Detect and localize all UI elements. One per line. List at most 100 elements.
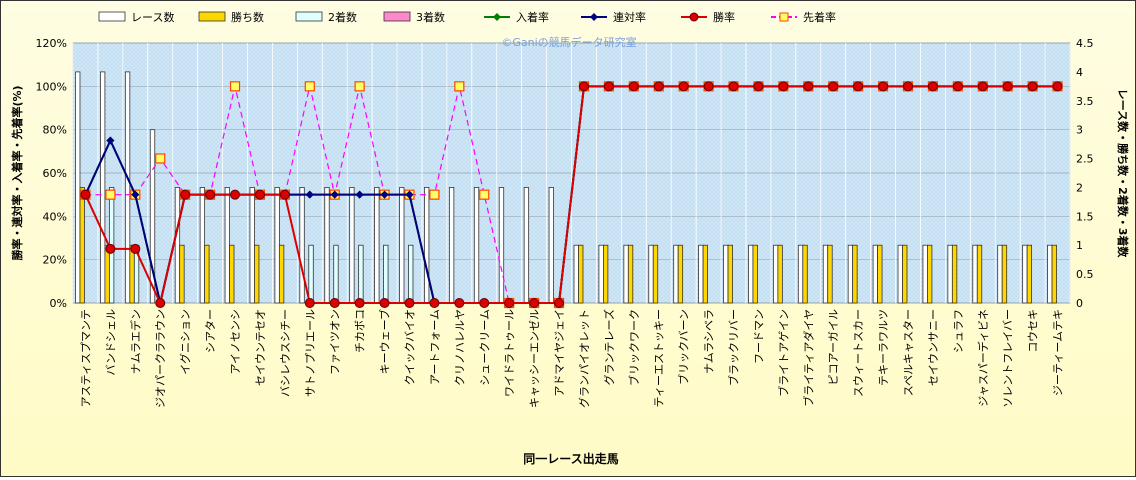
bar-勝ち数 — [1001, 244, 1008, 304]
legend-label: 3着数 — [416, 10, 445, 24]
bar-勝ち数 — [578, 244, 584, 304]
x-tick-label: バンドシェル — [104, 309, 117, 376]
point-勝率 — [279, 189, 290, 200]
bar-2着数 — [383, 244, 389, 304]
bar-勝ち数 — [976, 244, 983, 304]
x-tick-label: ブライトアゲイン — [776, 309, 790, 397]
bar-2着数 — [333, 244, 339, 304]
bar-レース数 — [648, 244, 654, 304]
legend-label: 連対率 — [613, 10, 646, 24]
bar-勝ち数 — [677, 244, 684, 304]
x-tick-label: ティーエストッキー — [653, 309, 666, 407]
point-勝率 — [628, 81, 639, 92]
point-勝率 — [329, 298, 340, 308]
bar-レース数 — [797, 244, 804, 304]
watermark: ©Ganiの競馬データ研究室 — [501, 35, 636, 49]
x-tick-label: バシレウスシチー — [279, 309, 292, 397]
point-勝率 — [304, 298, 315, 308]
legend: レース数 勝ち数 2着数 3着数 入着率 連対率 勝率 先着率 — [98, 10, 836, 24]
point-先着率 — [354, 81, 365, 92]
point-勝率 — [803, 81, 814, 92]
grid-lines — [72, 42, 1071, 304]
point-勝率 — [404, 298, 415, 308]
point-勝率 — [952, 81, 963, 92]
point-勝率 — [753, 81, 764, 92]
point-勝率 — [828, 81, 839, 92]
bar-レース数 — [997, 244, 1003, 304]
bar-レース数 — [174, 187, 181, 304]
bar-レース数 — [548, 187, 554, 304]
point-勝率 — [853, 81, 864, 92]
bar-レース数 — [274, 187, 280, 304]
point-先着率 — [429, 189, 440, 200]
x-tick-label: ジャスパーディビネ — [976, 309, 990, 407]
x-tick-label: ブリックバーン — [677, 309, 691, 385]
bar-レース数 — [947, 244, 953, 304]
y-right-tick-label: 2.5 — [1076, 153, 1094, 166]
bar-勝ち数 — [877, 244, 883, 304]
x-tick-label: アイノセンシ — [229, 309, 242, 374]
x-tick-label: グランテレーズ — [602, 309, 616, 385]
y-right-tick-label: 3.5 — [1076, 95, 1094, 108]
y-right-tick-label: 3 — [1076, 124, 1083, 137]
point-勝率 — [130, 243, 141, 254]
bar-レース数 — [224, 187, 230, 304]
point-先着率 — [229, 81, 241, 92]
x-tick-label: ワイドラトゥール — [503, 309, 516, 397]
bar-勝ち数 — [104, 244, 110, 304]
x-tick-label: クイックバイオ — [403, 309, 416, 385]
bar-レース数 — [598, 244, 604, 304]
x-tick-label: キーウェーブ — [378, 309, 392, 374]
legend-label: 勝ち数 — [231, 10, 264, 24]
bar-レース数 — [199, 187, 206, 304]
point-勝率 — [554, 298, 565, 308]
bar-レース数 — [673, 244, 679, 304]
bar-レース数 — [922, 244, 928, 304]
legend-label: 2着数 — [328, 10, 357, 24]
bar-勝ち数 — [1051, 244, 1057, 304]
bar-レース数 — [374, 187, 380, 304]
y-axis-right-title: レース数・勝ち数・2着数・3着数 — [1116, 89, 1130, 259]
bar-勝ち数 — [179, 244, 185, 304]
point-勝率 — [230, 189, 241, 200]
bar-レース数 — [723, 244, 729, 304]
x-tick-label: シアター — [204, 309, 217, 353]
y-right-tick-label: 4 — [1076, 66, 1083, 79]
x-tick-label: シュークリーム — [478, 309, 491, 386]
bar-レース数 — [523, 187, 530, 304]
x-tick-label: ブライティアダイヤ — [801, 309, 815, 407]
y-left-tick-label: 60% — [43, 167, 67, 180]
bar-レース数 — [424, 187, 430, 304]
x-tick-label: セイウンテセオ — [254, 309, 267, 386]
bar-勝ち数 — [827, 244, 833, 304]
x-tick-label: ナムラシベラ — [703, 309, 716, 374]
y-axis-left-title: 勝率・連対率・入着率・先着率(%) — [10, 85, 24, 260]
bar-勝ち数 — [627, 244, 634, 304]
bar-勝ち数 — [852, 244, 858, 304]
bar-勝ち数 — [702, 244, 708, 304]
point-連対率 — [305, 190, 314, 199]
point-勝率 — [778, 81, 789, 92]
x-tick-label: スペルキャスター — [902, 309, 915, 396]
point-先着率 — [479, 189, 490, 200]
bar-レース数 — [897, 244, 903, 304]
bar-2着数 — [408, 244, 414, 304]
y-left-tick-label: 80% — [43, 124, 67, 137]
bar-レース数 — [573, 244, 579, 304]
point-勝率 — [603, 81, 614, 92]
bar-勝ち数 — [129, 244, 135, 304]
bar-勝ち数 — [1026, 244, 1033, 304]
bar-勝ち数 — [229, 244, 235, 304]
legend-marker-連対率 — [590, 13, 598, 21]
x-tick-label: スウィートスカー — [852, 309, 865, 397]
point-勝率 — [703, 81, 714, 92]
bar-勝ち数 — [254, 244, 260, 304]
bar-勝ち数 — [902, 244, 908, 304]
bar-勝ち数 — [652, 244, 659, 304]
y-right-tick-label: 1 — [1076, 239, 1083, 252]
bar-レース数 — [299, 187, 305, 304]
bar-レース数 — [623, 244, 629, 304]
bar-2着数 — [308, 244, 314, 304]
point-先着率 — [304, 81, 315, 92]
